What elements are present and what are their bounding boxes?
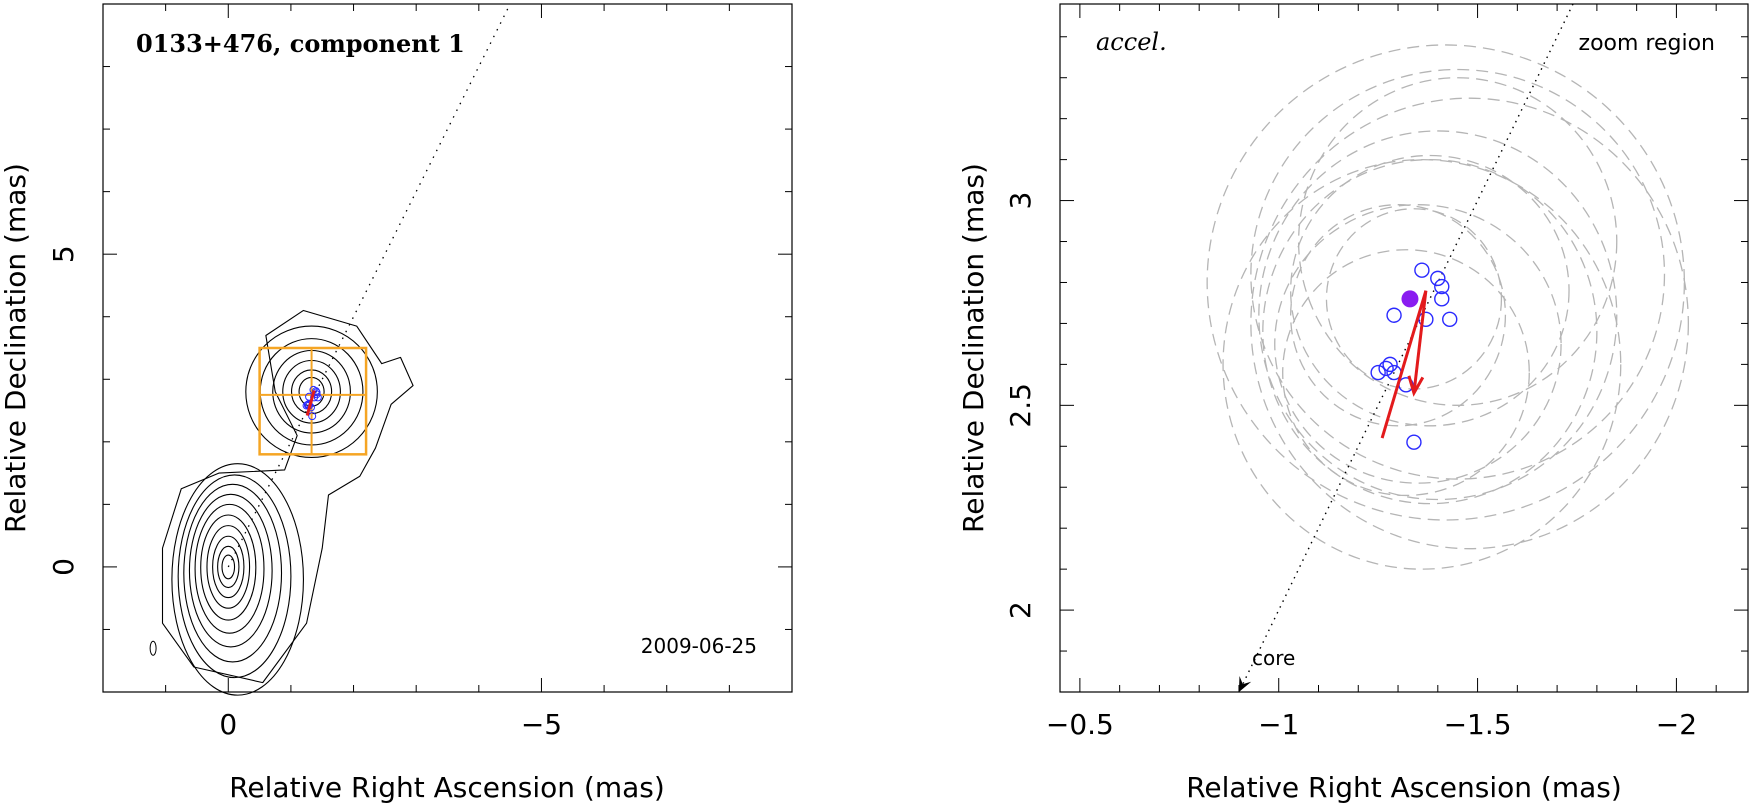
jet-axis-line (227, 3, 511, 568)
error-ellipse (1206, 44, 1686, 521)
right-x-tick-label: −1.5 (1444, 708, 1512, 741)
right-plot-content (1206, 3, 1689, 693)
core-contour (183, 483, 283, 663)
component-position-marker (1430, 270, 1446, 287)
component-position-marker (1442, 311, 1458, 328)
error-ellipse (1290, 204, 1507, 427)
left-plot-content (227, 3, 511, 568)
jet-axis-line-zoom (1238, 3, 1574, 693)
left-component-marker (308, 412, 317, 421)
velocity-arrowhead (1407, 375, 1425, 397)
right-y-axis-label: Relative Declination (mas) (957, 163, 990, 533)
velocity-arrow-line (1412, 290, 1428, 394)
epoch-label: 2009-06-25 (641, 634, 757, 658)
left-velocity-line (305, 390, 316, 416)
left-panel: 0 −5 0 5 0133+476, component 1 2009-06-25 R… (0, 3, 793, 804)
right-x-tick-label: −0.5 (1046, 708, 1114, 741)
left-y-tick-label: 5 (47, 245, 80, 263)
component-position-marker (1370, 364, 1386, 381)
right-y-tick-label: 2 (1004, 601, 1037, 619)
contour-map (149, 309, 414, 696)
core-direction-arrowhead (1238, 676, 1252, 692)
error-ellipse (1258, 130, 1618, 501)
component-position-marker (1378, 360, 1394, 377)
right-y-tick-label: 2.5 (1004, 383, 1037, 428)
left-component-marker (313, 393, 322, 402)
error-ellipse (1290, 154, 1570, 427)
error-ellipse (1250, 97, 1689, 550)
left-y-axis-label: Relative Declination (mas) (0, 163, 32, 533)
core-contour (221, 554, 236, 580)
error-ellipse (1262, 158, 1598, 505)
error-ellipse (1282, 249, 1530, 497)
core-contour (206, 525, 251, 609)
zoom-region-box (258, 346, 368, 456)
left-panel-title: 0133+476, component 1 (136, 29, 465, 58)
accel-label: accel. (1096, 28, 1167, 56)
error-ellipse (1222, 158, 1622, 570)
core-contour (171, 463, 304, 696)
core-contour (188, 493, 273, 648)
component-position-marker (1386, 307, 1402, 323)
mean-position-marker (1401, 290, 1419, 308)
right-axis-ticks: −0.5 −1 −1.5 −2 2 2.5 3 (1004, 4, 1748, 741)
left-x-tick-label: 0 (219, 708, 237, 741)
left-x-tick-label: −5 (521, 708, 562, 741)
right-y-tick-label: 3 (1004, 192, 1037, 210)
right-panel: −0.5 −1 −1.5 −2 2 2.5 3 accel. zoom region cor… (957, 3, 1749, 804)
component-position-marker (1434, 278, 1450, 295)
right-x-tick-label: −1 (1258, 708, 1299, 741)
error-ellipse (1250, 68, 1666, 480)
zoom-region-label: zoom region (1579, 31, 1715, 56)
noise-contour (149, 640, 157, 656)
core-contour (212, 535, 245, 599)
fitted-path-line (1380, 290, 1428, 439)
component-position-marker (1434, 291, 1450, 307)
outer-contour (161, 309, 414, 684)
left-plot-frame (102, 3, 793, 693)
core-contour (217, 545, 240, 589)
right-plot-frame (1059, 3, 1749, 693)
component-position-marker (1406, 434, 1422, 450)
core-contour (200, 514, 257, 621)
error-ellipse (1274, 204, 1562, 484)
core-contour (194, 503, 265, 634)
left-axis-ticks: 0 −5 0 5 (47, 3, 793, 741)
core-label: core (1252, 646, 1295, 670)
right-x-axis-label: Relative Right Ascension (mas) (1186, 771, 1622, 804)
error-ellipse (1297, 77, 1618, 406)
core-contour (177, 474, 292, 679)
right-x-tick-label: −2 (1656, 708, 1697, 741)
component-position-marker (1382, 356, 1398, 373)
component-contour (245, 325, 378, 459)
left-y-tick-label: 0 (47, 558, 80, 576)
left-x-axis-label: Relative Right Ascension (mas) (229, 771, 665, 804)
component-position-marker (1414, 262, 1430, 278)
